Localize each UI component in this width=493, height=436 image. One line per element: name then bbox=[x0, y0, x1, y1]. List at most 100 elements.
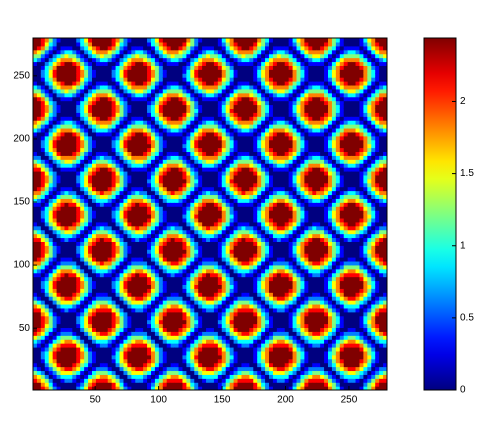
contour-cell bbox=[95, 81, 101, 86]
contour-cell bbox=[225, 303, 231, 309]
contour-cell bbox=[166, 81, 172, 86]
contour-cell bbox=[135, 38, 140, 43]
contour-cell bbox=[123, 366, 128, 372]
contour-cell bbox=[36, 49, 42, 55]
contour-cell bbox=[40, 210, 46, 215]
contour-cell bbox=[135, 53, 140, 59]
contour-cell bbox=[154, 221, 160, 227]
contour-cell bbox=[111, 272, 117, 278]
contour-cell bbox=[40, 190, 46, 196]
contour-cell bbox=[119, 174, 125, 180]
contour-cell bbox=[158, 276, 164, 282]
contour-cell bbox=[233, 253, 239, 258]
contour-cell bbox=[241, 300, 246, 305]
contour-cell bbox=[143, 382, 148, 387]
contour-cell bbox=[92, 323, 97, 329]
contour-cell bbox=[36, 366, 42, 372]
contour-cell bbox=[72, 77, 77, 82]
contour-cell bbox=[178, 139, 184, 145]
contour-cell bbox=[241, 327, 246, 332]
contour-cell bbox=[225, 284, 231, 289]
contour-cell bbox=[115, 65, 121, 70]
contour-cell bbox=[88, 260, 93, 266]
contour-cell bbox=[119, 73, 125, 78]
contour-cell bbox=[143, 163, 148, 168]
contour-cell bbox=[237, 382, 243, 387]
contour-cell bbox=[143, 307, 148, 313]
contour-cell bbox=[221, 241, 227, 246]
contour-cell bbox=[233, 241, 239, 246]
contour-cell bbox=[127, 38, 132, 43]
contour-cell bbox=[64, 315, 69, 321]
contour-cell bbox=[166, 241, 172, 246]
contour-cell bbox=[194, 272, 199, 278]
contour-cell bbox=[194, 135, 199, 141]
contour-cell bbox=[107, 300, 113, 305]
contour-cell bbox=[249, 292, 254, 297]
contour-cell bbox=[44, 237, 50, 242]
contour-cell bbox=[135, 174, 140, 180]
contour-cell bbox=[182, 237, 187, 242]
contour-cell bbox=[115, 221, 121, 227]
contour-cell bbox=[154, 358, 160, 364]
contour-cell bbox=[84, 217, 89, 223]
contour-cell bbox=[64, 319, 69, 325]
contour-cell bbox=[111, 362, 117, 368]
contour-cell bbox=[151, 241, 156, 246]
contour-cell bbox=[127, 61, 132, 66]
contour-cell bbox=[36, 159, 42, 164]
contour-cell bbox=[95, 237, 101, 242]
contour-cell bbox=[229, 69, 235, 74]
contour-cell bbox=[198, 264, 203, 270]
contour-cell bbox=[64, 288, 69, 293]
contour-cell bbox=[213, 362, 219, 368]
contour-cell bbox=[245, 186, 250, 192]
contour-cell bbox=[143, 296, 148, 301]
contour-cell bbox=[40, 206, 46, 211]
contour-cell bbox=[241, 84, 246, 90]
contour-cell bbox=[225, 296, 231, 301]
contour-cell bbox=[182, 253, 187, 258]
contour-cell bbox=[92, 84, 97, 90]
contour-cell bbox=[44, 362, 50, 368]
contour-cell bbox=[99, 53, 105, 59]
contour-cell bbox=[88, 327, 93, 332]
contour-cell bbox=[154, 127, 160, 133]
contour-cell bbox=[107, 296, 113, 301]
contour-cell bbox=[143, 170, 148, 176]
contour-cell bbox=[151, 194, 156, 199]
contour-cell bbox=[147, 49, 152, 55]
contour-cell bbox=[206, 163, 211, 168]
contour-cell bbox=[162, 100, 168, 106]
contour-cell bbox=[60, 315, 66, 321]
contour-cell bbox=[72, 104, 77, 109]
contour-cell bbox=[127, 300, 132, 305]
contour-cell bbox=[33, 155, 38, 160]
contour-cell bbox=[174, 276, 180, 282]
contour-cell bbox=[48, 260, 54, 266]
contour-cell bbox=[225, 264, 231, 270]
contour-cell bbox=[162, 350, 168, 356]
contour-cell bbox=[131, 116, 136, 121]
contour-cell bbox=[123, 182, 128, 188]
contour-cell bbox=[33, 127, 38, 133]
contour-cell bbox=[186, 108, 191, 113]
contour-cell bbox=[60, 190, 66, 196]
contour-cell bbox=[33, 370, 38, 375]
contour-cell bbox=[103, 155, 109, 160]
contour-cell bbox=[33, 45, 38, 51]
contour-cell bbox=[245, 288, 250, 293]
contour-cell bbox=[107, 151, 113, 156]
contour-cell bbox=[162, 96, 168, 102]
contour-cell bbox=[103, 225, 109, 231]
contour-cell bbox=[162, 249, 168, 254]
contour-cell bbox=[225, 104, 231, 109]
contour-cell bbox=[115, 214, 121, 219]
contour-cell bbox=[76, 73, 81, 78]
contour-cell bbox=[202, 268, 207, 274]
contour-cell bbox=[162, 69, 168, 74]
contour-cell bbox=[186, 143, 191, 149]
contour-cell bbox=[115, 241, 121, 246]
contour-cell bbox=[139, 335, 144, 340]
contour-cell bbox=[221, 210, 227, 215]
